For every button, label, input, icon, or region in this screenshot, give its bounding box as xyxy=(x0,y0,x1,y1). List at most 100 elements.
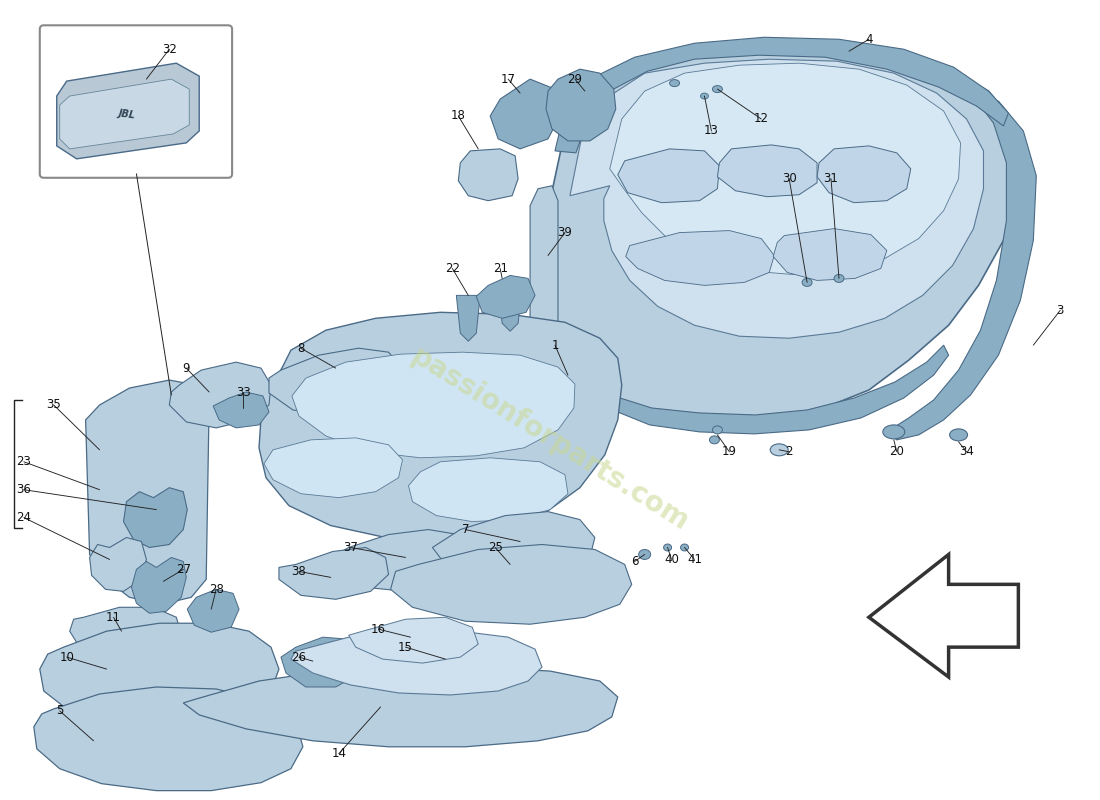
Text: 25: 25 xyxy=(487,541,503,554)
Polygon shape xyxy=(59,79,189,149)
Text: 9: 9 xyxy=(183,362,190,374)
Ellipse shape xyxy=(770,444,789,456)
Polygon shape xyxy=(869,554,1019,677)
Text: 28: 28 xyxy=(209,583,223,596)
Text: 10: 10 xyxy=(59,650,74,664)
Text: 5: 5 xyxy=(56,705,64,718)
FancyBboxPatch shape xyxy=(40,26,232,178)
Polygon shape xyxy=(408,458,568,522)
Polygon shape xyxy=(331,530,472,591)
Text: 21: 21 xyxy=(493,262,508,275)
Polygon shape xyxy=(773,229,887,281)
Text: 31: 31 xyxy=(824,172,838,186)
Polygon shape xyxy=(292,352,575,458)
Text: 34: 34 xyxy=(959,446,974,458)
Polygon shape xyxy=(817,146,911,202)
Ellipse shape xyxy=(670,80,680,86)
Polygon shape xyxy=(169,362,271,428)
Text: 35: 35 xyxy=(46,398,62,411)
Ellipse shape xyxy=(710,436,719,444)
Ellipse shape xyxy=(663,544,672,551)
Text: 22: 22 xyxy=(444,262,460,275)
Ellipse shape xyxy=(949,429,968,441)
Polygon shape xyxy=(69,607,182,657)
Polygon shape xyxy=(290,631,542,695)
Text: 33: 33 xyxy=(235,386,251,398)
Polygon shape xyxy=(280,637,363,687)
Text: 39: 39 xyxy=(558,226,572,239)
Ellipse shape xyxy=(713,426,723,434)
Text: JBL: JBL xyxy=(118,108,135,120)
Polygon shape xyxy=(34,687,303,790)
Text: 20: 20 xyxy=(890,446,904,458)
Text: 41: 41 xyxy=(688,553,702,566)
Polygon shape xyxy=(618,149,719,202)
Text: 38: 38 xyxy=(292,565,306,578)
Text: 1: 1 xyxy=(551,338,559,352)
Polygon shape xyxy=(264,438,403,498)
Polygon shape xyxy=(349,618,478,663)
Ellipse shape xyxy=(713,86,723,93)
Polygon shape xyxy=(456,295,481,342)
Polygon shape xyxy=(86,380,209,604)
Text: 27: 27 xyxy=(176,563,190,576)
Ellipse shape xyxy=(802,278,812,286)
Polygon shape xyxy=(530,186,558,398)
Text: 16: 16 xyxy=(371,622,386,636)
Polygon shape xyxy=(89,538,146,591)
Polygon shape xyxy=(548,328,948,434)
Text: 36: 36 xyxy=(16,483,31,496)
Ellipse shape xyxy=(834,274,844,282)
Polygon shape xyxy=(556,38,1009,153)
Polygon shape xyxy=(459,149,518,201)
Text: passionforparts.com: passionforparts.com xyxy=(406,342,694,537)
Polygon shape xyxy=(626,230,774,286)
Text: 30: 30 xyxy=(782,172,796,186)
Polygon shape xyxy=(432,512,595,579)
Text: 24: 24 xyxy=(16,511,31,524)
Text: 18: 18 xyxy=(451,110,465,122)
Polygon shape xyxy=(390,545,631,624)
Polygon shape xyxy=(543,43,1023,425)
Polygon shape xyxy=(279,547,388,599)
Text: 6: 6 xyxy=(631,555,638,568)
Polygon shape xyxy=(491,79,560,149)
Polygon shape xyxy=(187,590,239,632)
Text: 13: 13 xyxy=(704,125,719,138)
Text: 17: 17 xyxy=(500,73,516,86)
Polygon shape xyxy=(57,63,199,159)
Polygon shape xyxy=(123,488,187,547)
Polygon shape xyxy=(184,667,618,746)
Text: 2: 2 xyxy=(785,446,793,458)
Text: 15: 15 xyxy=(398,641,412,654)
Text: 8: 8 xyxy=(297,342,305,354)
Text: 40: 40 xyxy=(664,553,679,566)
Polygon shape xyxy=(570,59,983,338)
Polygon shape xyxy=(717,145,817,197)
Polygon shape xyxy=(258,312,622,539)
Text: 4: 4 xyxy=(865,33,872,46)
Polygon shape xyxy=(270,348,403,415)
Polygon shape xyxy=(498,286,522,331)
Text: 12: 12 xyxy=(754,113,769,126)
Polygon shape xyxy=(132,558,186,614)
Ellipse shape xyxy=(701,93,708,99)
Ellipse shape xyxy=(681,544,689,551)
Text: 3: 3 xyxy=(1056,304,1064,317)
Text: 19: 19 xyxy=(722,446,737,458)
Text: 32: 32 xyxy=(162,42,177,56)
Polygon shape xyxy=(40,623,279,727)
Polygon shape xyxy=(609,63,960,274)
Polygon shape xyxy=(476,275,535,318)
Text: 37: 37 xyxy=(343,541,359,554)
Text: 26: 26 xyxy=(292,650,307,664)
Polygon shape xyxy=(887,101,1036,440)
Text: 7: 7 xyxy=(462,523,469,536)
Ellipse shape xyxy=(883,425,905,439)
Text: 29: 29 xyxy=(568,73,582,86)
Ellipse shape xyxy=(639,550,650,559)
Text: 14: 14 xyxy=(331,747,346,760)
Polygon shape xyxy=(546,69,616,141)
Text: 11: 11 xyxy=(106,610,121,624)
Text: 23: 23 xyxy=(16,455,31,468)
